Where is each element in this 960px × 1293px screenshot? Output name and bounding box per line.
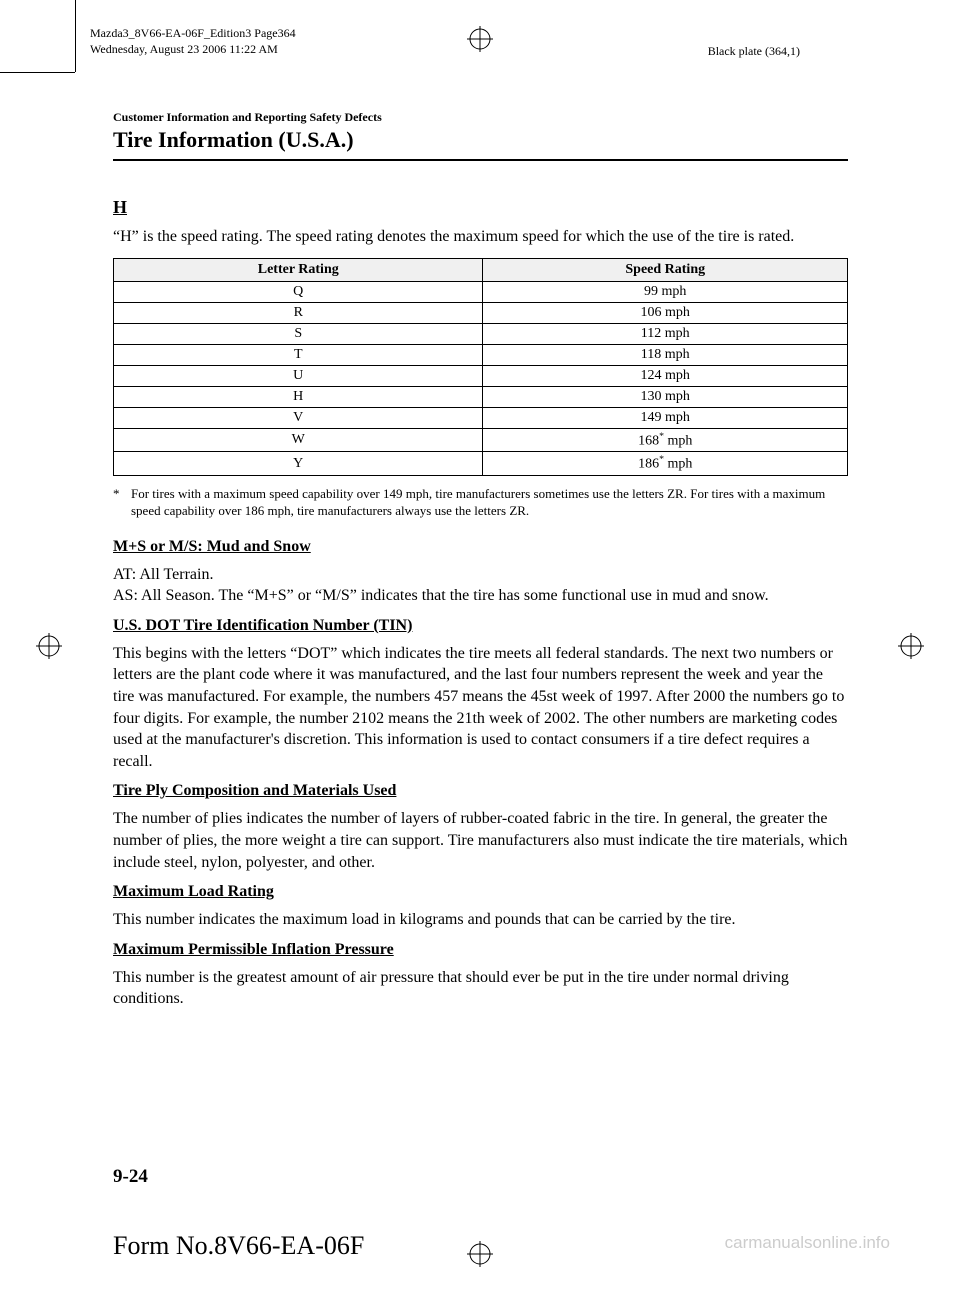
table-row: R106 mph <box>114 302 848 323</box>
table-footnote: * For tires with a maximum speed capabil… <box>113 486 848 520</box>
header-meta: Mazda3_8V66-EA-06F_Edition3 Page364 Wedn… <box>90 26 296 57</box>
plate-label: Black plate (364,1) <box>708 44 800 59</box>
cell-letter: W <box>114 428 483 452</box>
footnote-mark: * <box>113 486 131 520</box>
crop-mark-h <box>0 72 75 73</box>
table-header: Speed Rating <box>483 258 848 281</box>
registration-mark-right <box>898 633 924 659</box>
text-tin: This begins with the letters “DOT” which… <box>113 643 848 773</box>
table-row: T118 mph <box>114 344 848 365</box>
table-row: Q99 mph <box>114 281 848 302</box>
cell-speed: 106 mph <box>483 302 848 323</box>
cell-speed: 118 mph <box>483 344 848 365</box>
ms-line2: AS: All Season. The “M+S” or “M/S” indic… <box>113 587 769 604</box>
registration-mark-left <box>36 633 62 659</box>
cell-speed: 186* mph <box>483 452 848 476</box>
cell-letter: U <box>114 365 483 386</box>
registration-mark-top <box>467 26 493 52</box>
cell-letter: Q <box>114 281 483 302</box>
form-number: Form No.8V66-EA-06F <box>113 1231 364 1261</box>
watermark: carmanualsonline.info <box>725 1233 890 1253</box>
cell-speed: 130 mph <box>483 386 848 407</box>
page-number: 9-24 <box>113 1166 148 1188</box>
table-row: S112 mph <box>114 323 848 344</box>
heading-maxload: Maximum Load Rating <box>113 883 848 901</box>
table-row: H130 mph <box>114 386 848 407</box>
cell-letter: T <box>114 344 483 365</box>
text-h: “H” is the speed rating. The speed ratin… <box>113 226 848 248</box>
cell-speed: 168* mph <box>483 428 848 452</box>
cell-letter: Y <box>114 452 483 476</box>
text-ply: The number of plies indicates the number… <box>113 808 848 873</box>
heading-h: H <box>113 197 848 218</box>
meta-line2: Wednesday, August 23 2006 11:22 AM <box>90 42 296 58</box>
text-maxpsi: This number is the greatest amount of ai… <box>113 967 848 1010</box>
cell-letter: R <box>114 302 483 323</box>
crop-mark-v <box>75 0 76 72</box>
heading-ms: M+S or M/S: Mud and Snow <box>113 538 848 556</box>
cell-letter: H <box>114 386 483 407</box>
table-row: W168* mph <box>114 428 848 452</box>
cell-speed: 112 mph <box>483 323 848 344</box>
table-row: U124 mph <box>114 365 848 386</box>
breadcrumb: Customer Information and Reporting Safet… <box>113 110 848 125</box>
meta-line1: Mazda3_8V66-EA-06F_Edition3 Page364 <box>90 26 296 42</box>
table-header: Letter Rating <box>114 258 483 281</box>
page-content: Customer Information and Reporting Safet… <box>113 110 848 1020</box>
heading-maxpsi: Maximum Permissible Inflation Pressure <box>113 941 848 959</box>
cell-speed: 149 mph <box>483 407 848 428</box>
table-row: V149 mph <box>114 407 848 428</box>
cell-letter: S <box>114 323 483 344</box>
footnote-text: For tires with a maximum speed capabilit… <box>131 486 848 520</box>
page-title: Tire Information (U.S.A.) <box>113 127 848 161</box>
cell-letter: V <box>114 407 483 428</box>
heading-ply: Tire Ply Composition and Materials Used <box>113 782 848 800</box>
heading-tin: U.S. DOT Tire Identification Number (TIN… <box>113 617 848 635</box>
table-row: Y186* mph <box>114 452 848 476</box>
speed-rating-table: Letter RatingSpeed Rating Q99 mphR106 mp… <box>113 258 848 476</box>
text-ms: AT: All Terrain. AS: All Season. The “M+… <box>113 564 848 607</box>
cell-speed: 99 mph <box>483 281 848 302</box>
cell-speed: 124 mph <box>483 365 848 386</box>
ms-line1: AT: All Terrain. <box>113 566 213 583</box>
registration-mark-bottom <box>467 1241 493 1267</box>
text-maxload: This number indicates the maximum load i… <box>113 909 848 931</box>
